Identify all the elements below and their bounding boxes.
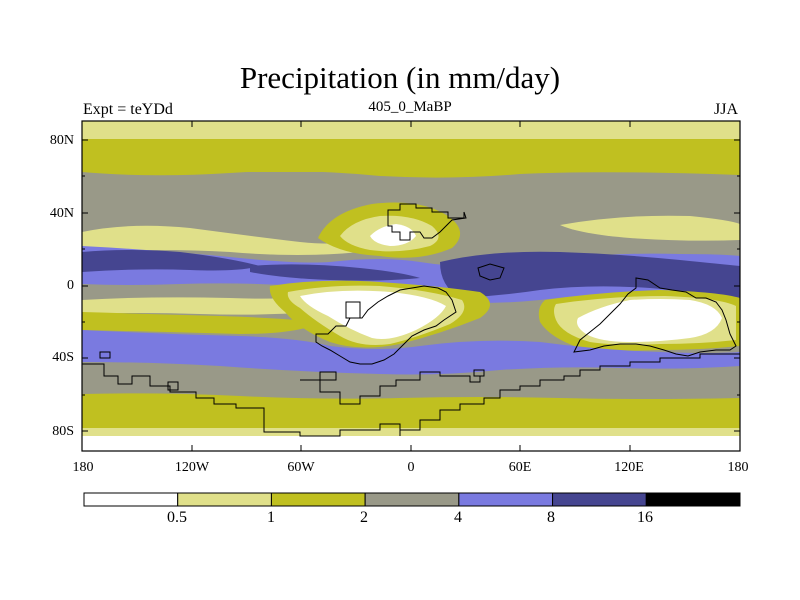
colorbar-swatch bbox=[83, 492, 179, 507]
time-label: 405_0_MaBP bbox=[368, 99, 452, 115]
cbar-label-4: 4 bbox=[454, 509, 462, 526]
lat-ticks bbox=[82, 139, 740, 432]
tropical-core-east bbox=[440, 251, 740, 300]
lat-label-40s: 40S bbox=[52, 350, 74, 365]
coastline-sh-peninsula bbox=[300, 371, 481, 405]
coastlines bbox=[82, 203, 740, 437]
tropical-core-central bbox=[250, 264, 420, 281]
lon-ticks bbox=[191, 121, 631, 451]
map-title: Precipitation (in mm/day) bbox=[239, 60, 561, 95]
colorbar-swatch bbox=[552, 492, 647, 507]
coastline-sh-landmass-central bbox=[315, 285, 457, 365]
nh-light-belt bbox=[82, 225, 360, 255]
lat-label-80n: 80N bbox=[49, 133, 74, 148]
lon-label-120w: 120W bbox=[174, 460, 210, 475]
lat-label-40n: 40N bbox=[49, 206, 74, 221]
experiment-label: Expt = teYDd bbox=[83, 101, 173, 118]
sh-olive-belt-west bbox=[82, 312, 320, 334]
contour-field bbox=[82, 121, 740, 451]
colorbar-swatch bbox=[364, 492, 460, 507]
colorbar-swatch bbox=[270, 492, 366, 507]
colorbar-swatch bbox=[177, 492, 272, 507]
sh-olive-band-lower bbox=[82, 412, 740, 428]
lon-label-120e: 120E bbox=[614, 460, 644, 475]
band-south-light bbox=[82, 428, 740, 436]
coastline-east-landmass bbox=[477, 263, 737, 357]
season-label: JJA bbox=[714, 101, 739, 118]
lat-label-80s: 80S bbox=[52, 424, 74, 439]
nh-light-belt-east bbox=[560, 215, 740, 241]
cbar-label-16: 16 bbox=[637, 509, 653, 526]
band-north-olive-lobe bbox=[82, 160, 740, 178]
cbar-label-1: 1 bbox=[267, 509, 275, 526]
lon-label-0: 0 bbox=[407, 460, 415, 475]
sh-light-belt bbox=[82, 296, 330, 315]
colorbar bbox=[83, 492, 741, 507]
cbar-label-8: 8 bbox=[547, 509, 555, 526]
sh-dry-white-central bbox=[300, 290, 446, 339]
lon-label-60e: 60E bbox=[508, 460, 532, 475]
cbar-label-2: 2 bbox=[360, 509, 368, 526]
coastline-south-landmass bbox=[82, 353, 740, 437]
lat-label-eq: 0 bbox=[67, 278, 74, 293]
coastline-sh-islands bbox=[99, 351, 485, 391]
band-south-white bbox=[82, 436, 740, 451]
sh-olive-band bbox=[82, 393, 740, 412]
lon-label-180e: 180 bbox=[727, 460, 749, 475]
colorbar-swatch bbox=[458, 492, 554, 507]
sh-dry-white-east bbox=[577, 299, 722, 342]
band-north-light bbox=[82, 121, 740, 139]
lon-label-180w: 180 bbox=[72, 460, 94, 475]
lon-label-60w: 60W bbox=[287, 460, 315, 475]
colorbar-swatch bbox=[645, 492, 741, 507]
tropical-core-west bbox=[82, 250, 260, 272]
coastline-north-landmass bbox=[387, 203, 467, 241]
cbar-label-0-5: 0.5 bbox=[167, 509, 187, 526]
sh-blue-band bbox=[82, 330, 740, 375]
